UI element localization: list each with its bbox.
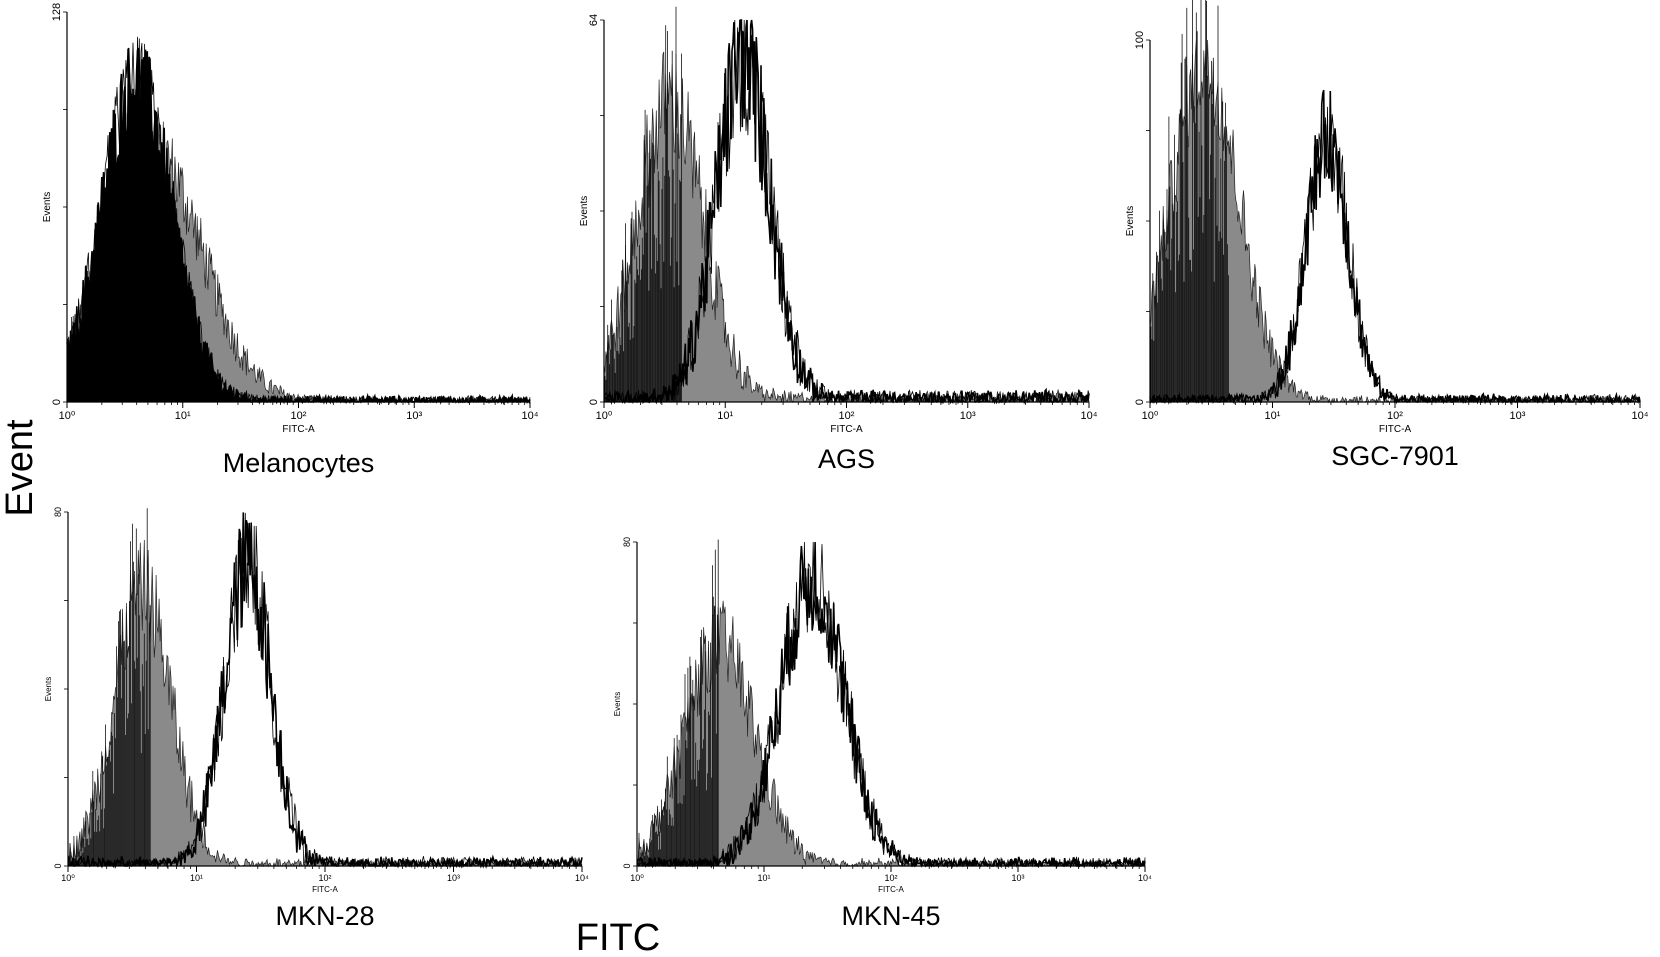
x-tick-label: 10⁰ (1142, 410, 1159, 422)
x-tick-label: 10³ (1510, 410, 1526, 422)
y-tick-label: 80 (622, 537, 632, 547)
y-tick-label: 0 (622, 863, 632, 868)
histogram-panels: 10⁰ 10¹ 10² 10³ 10⁴ 0 128 FITC-A Events Melanocyt… (42, 0, 1649, 931)
x-tick-label: 10³ (447, 873, 460, 883)
y-tick-label: 100 (1134, 31, 1146, 49)
x-tick-label: 10³ (1011, 873, 1024, 883)
sample-histogram-trace (66, 36, 531, 404)
x-tick-label: 10² (1387, 410, 1403, 422)
y-axis-label: Events (44, 677, 53, 701)
x-axis-label: FITC-A (878, 885, 904, 894)
x-tick-label: 10⁴ (1138, 873, 1152, 883)
x-axis-label: FITC-A (282, 424, 315, 435)
y-tick-label: 0 (1134, 399, 1146, 405)
y-tick-label: 0 (51, 399, 63, 405)
panel-title: AGS (818, 444, 875, 474)
x-tick-label: 10¹ (190, 873, 203, 883)
sample-histogram-fill (67, 47, 530, 403)
panel-title: MKN-45 (841, 901, 940, 931)
x-tick-label: 10² (318, 873, 331, 883)
x-tick-label: 10⁴ (522, 410, 539, 422)
figure-x-axis-label: FITC (576, 917, 660, 957)
x-tick-label: 10⁴ (575, 873, 589, 883)
x-tick-label: 10² (884, 873, 897, 883)
histogram-panel: 10⁰ 10¹ 10² 10³ 10⁴ 0 80 FITC-A Events MKN-28 (44, 507, 589, 931)
y-tick-label: 0 (588, 399, 600, 405)
y-tick-label: 128 (51, 3, 63, 21)
x-tick-label: 10¹ (175, 410, 191, 422)
sample-histogram-trace (603, 19, 1090, 404)
x-tick-label: 10⁰ (61, 873, 75, 883)
y-axis-label: Events (1125, 206, 1136, 237)
panel-title: SGC-7901 (1331, 441, 1459, 471)
histogram-panel: 10⁰ 10¹ 10² 10³ 10⁴ 0 64 FITC-A Events AGS (579, 6, 1098, 474)
figure-y-axis-label: Event (0, 419, 41, 517)
x-tick-label: 10⁰ (59, 410, 76, 422)
x-tick-label: 10³ (960, 410, 976, 422)
panel-title: MKN-28 (275, 901, 374, 931)
x-tick-label: 10⁴ (1632, 410, 1649, 422)
y-tick-label: 80 (53, 507, 63, 517)
histogram-panel: 10⁰ 10¹ 10² 10³ 10⁴ 0 128 FITC-A Events Melanocyt… (42, 3, 539, 478)
y-axis-label: Events (42, 192, 53, 223)
x-tick-label: 10⁴ (1081, 410, 1098, 422)
panel-title: Melanocytes (223, 448, 375, 478)
x-tick-label: 10² (291, 410, 307, 422)
x-tick-label: 10¹ (717, 410, 733, 422)
sample-histogram-trace (1149, 106, 1641, 404)
histogram-panel: 10⁰ 10¹ 10² 10³ 10⁴ 0 100 FITC-A Events SGC-7901 (1125, 0, 1649, 471)
x-axis-label: FITC-A (1379, 424, 1412, 435)
histogram-panel: 10⁰ 10¹ 10² 10³ 10⁴ 0 80 FITC-A Events MKN-45 (613, 537, 1152, 931)
x-axis-label: FITC-A (830, 424, 863, 435)
x-tick-label: 10⁰ (630, 873, 644, 883)
y-tick-label: 64 (588, 14, 600, 26)
y-axis-label: Events (579, 196, 590, 227)
x-axis-label: FITC-A (312, 885, 338, 894)
x-tick-label: 10¹ (1265, 410, 1281, 422)
x-tick-label: 10¹ (757, 873, 770, 883)
x-tick-label: 10³ (406, 410, 422, 422)
y-axis-label: Events (613, 692, 622, 716)
sample-histogram-trace (636, 541, 1146, 868)
x-tick-label: 10⁰ (596, 410, 613, 422)
y-tick-label: 0 (53, 863, 63, 868)
x-tick-label: 10² (839, 410, 855, 422)
